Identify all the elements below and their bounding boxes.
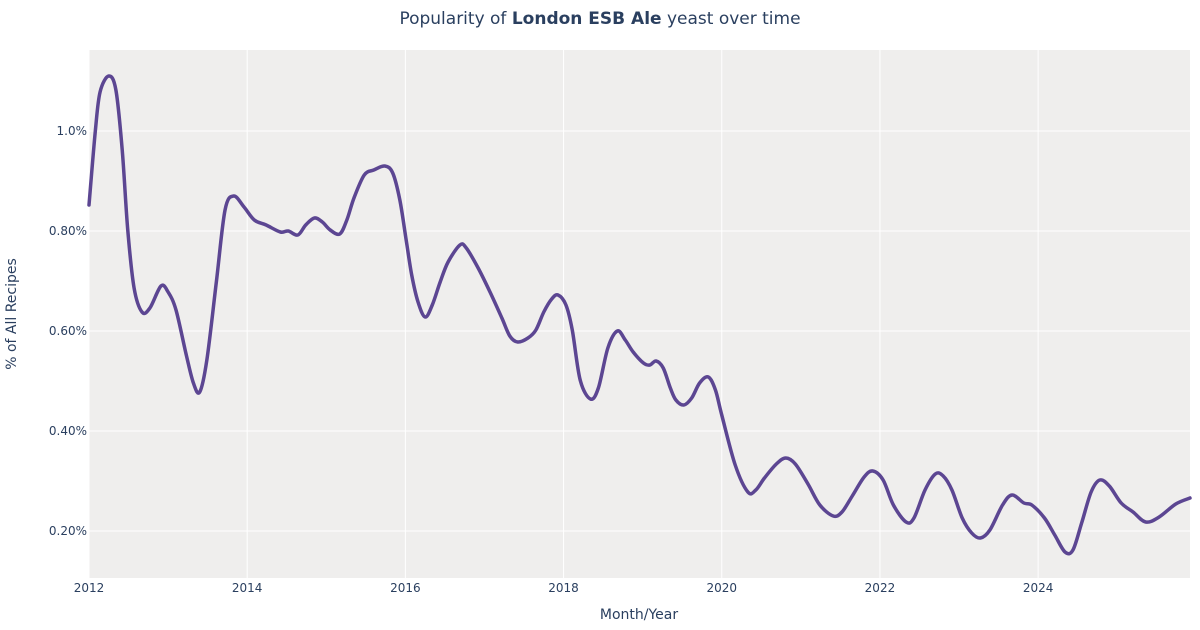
x-tick-label: 2020 — [706, 581, 737, 595]
x-tick-label: 2018 — [548, 581, 579, 595]
chart-title: Popularity of London ESB Ale yeast over … — [0, 9, 1200, 29]
y-tick-label: 0.40% — [49, 424, 87, 438]
y-tick-label: 1.0% — [57, 124, 88, 138]
x-tick-label: 2016 — [390, 581, 421, 595]
x-axis-ticks: 2012 2014 2016 2018 2020 2022 2024 — [74, 581, 1054, 595]
gridlines — [88, 50, 1190, 578]
x-tick-label: 2022 — [865, 581, 896, 595]
y-axis-label: % of All Recipes — [4, 258, 20, 370]
title-suffix: yeast over time — [661, 9, 801, 29]
series-line — [87, 74, 1192, 556]
y-tick-label: 0.60% — [49, 324, 87, 338]
y-tick-label: 0.20% — [49, 524, 87, 538]
y-axis-ticks: 0.20% 0.40% 0.60% 0.80% 1.0% — [49, 124, 87, 538]
title-prefix: Popularity of — [399, 9, 512, 29]
x-tick-label: 2012 — [74, 581, 105, 595]
title-yeast-name: London ESB Ale — [511, 9, 662, 29]
x-axis-label: Month/Year — [600, 607, 678, 623]
x-tick-label: 2024 — [1023, 581, 1054, 595]
y-tick-label: 0.80% — [49, 224, 87, 238]
plot-area — [89, 50, 1190, 578]
x-tick-label: 2014 — [232, 581, 263, 595]
